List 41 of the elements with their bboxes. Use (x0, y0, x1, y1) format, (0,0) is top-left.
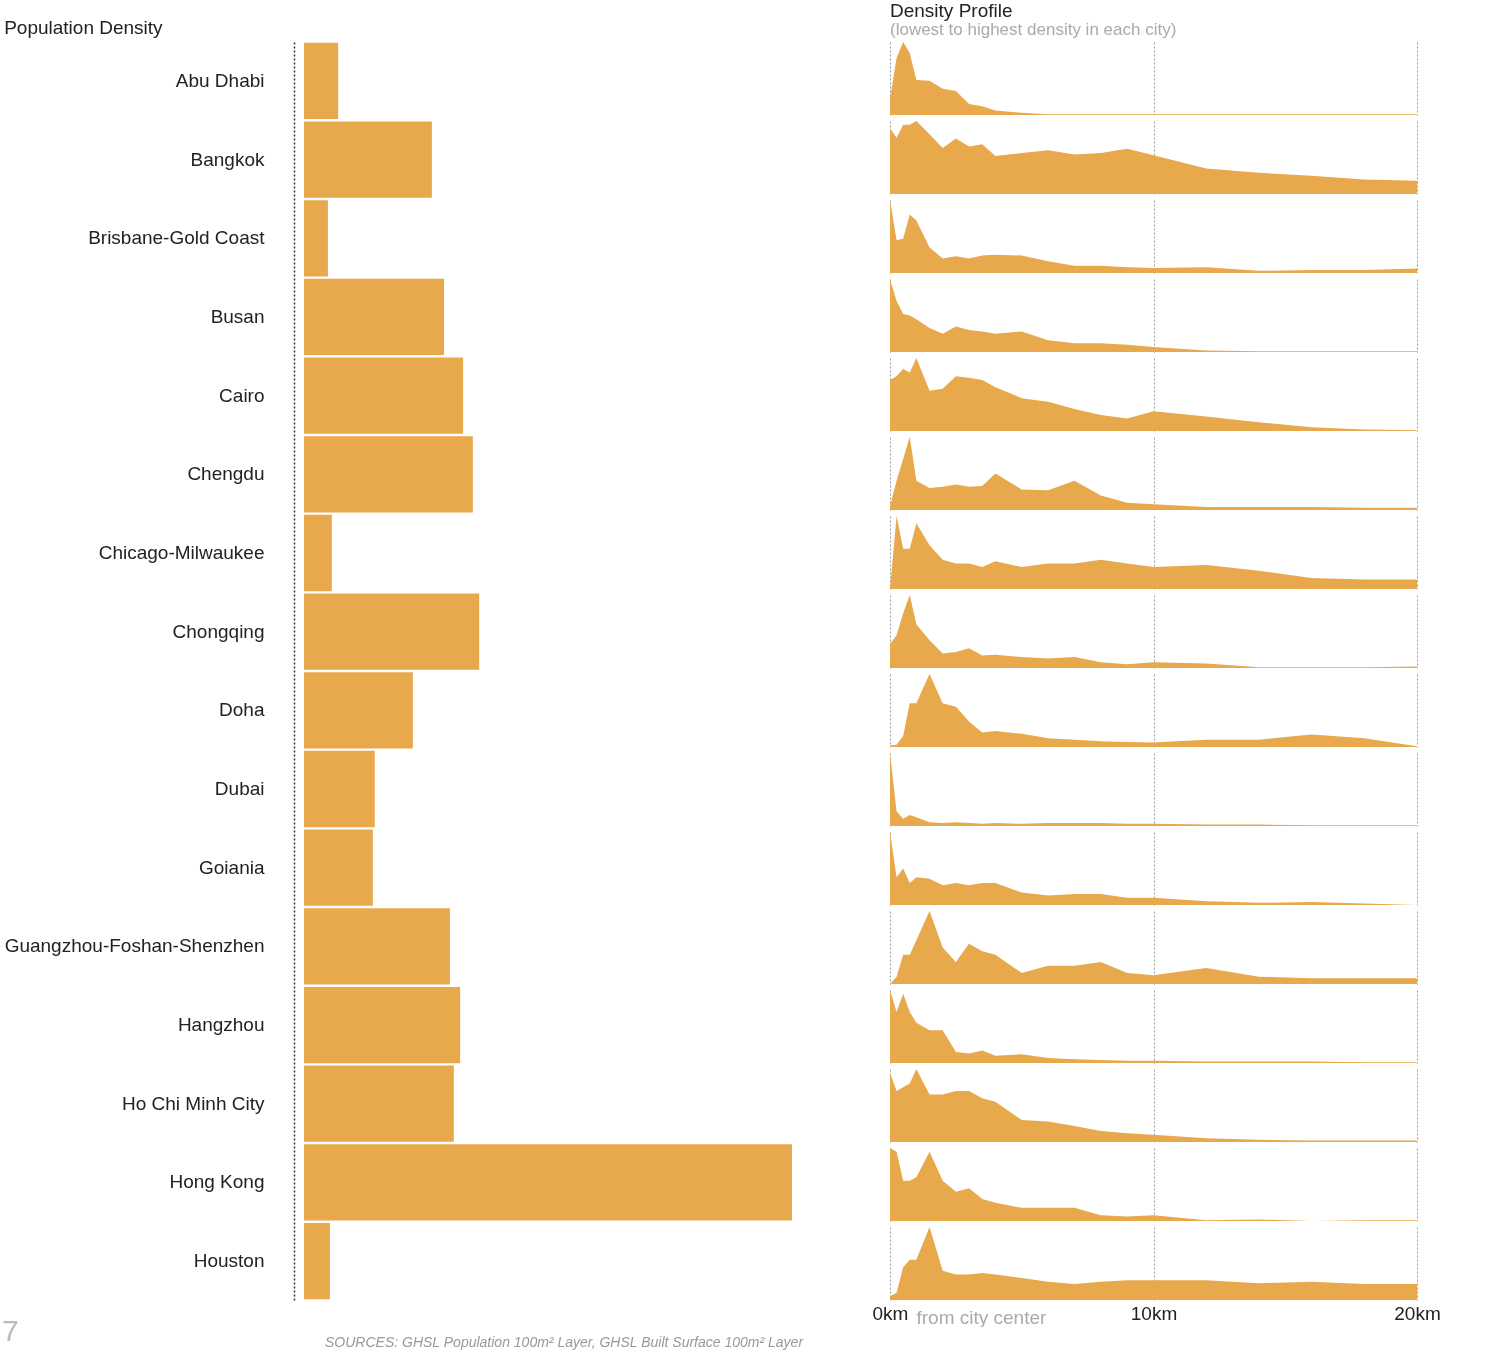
bar (304, 1144, 792, 1221)
bar (304, 121, 432, 198)
y-tick-label: Abu Dhabi (175, 69, 265, 91)
y-tick-label: Cairo (219, 384, 265, 406)
bar (304, 200, 328, 277)
bar (304, 908, 450, 985)
y-tick-label: Chengdu (187, 463, 265, 485)
bar (304, 514, 332, 592)
chart-title: Density Profile (890, 0, 1013, 21)
y-tick-label: Hangzhou (177, 1014, 265, 1036)
y-tick-label: Chongqing (172, 620, 265, 642)
x-axis-title: from city center (916, 1306, 1048, 1328)
y-tick-label: Hong Kong (169, 1171, 265, 1193)
y-tick-label: Guangzhou-Foshan-Shenzhen (4, 935, 265, 957)
source-note: SOURCES: GHSL Population 100m² Layer, GHSL Built Surface 100m² Layer (325, 1334, 804, 1350)
bar (304, 436, 473, 513)
y-tick-label: Chicago-Milwaukee (98, 541, 265, 563)
text: 7 (2, 1314, 19, 1348)
y-tick-label: Brisbane-Gold Coast (88, 227, 266, 249)
bar (304, 672, 413, 749)
y-tick-label: Doha (219, 699, 265, 721)
text: Population Density (4, 17, 164, 38)
bar (304, 42, 339, 120)
bar (304, 593, 480, 670)
bar (304, 750, 375, 828)
x-tick-label: 0km (872, 1302, 909, 1324)
x-tick-label: 10km (1130, 1302, 1178, 1324)
bar (304, 1222, 330, 1300)
y-tick-label: Ho Chi Minh City (121, 1092, 265, 1114)
bar (304, 986, 461, 1064)
bar (304, 829, 373, 906)
bar (304, 1065, 454, 1142)
chart-subtitle: (lowest to highest density in each city) (890, 20, 1177, 39)
y-tick-label: Busan (210, 305, 265, 327)
y-tick-label: Houston (193, 1250, 265, 1272)
y-tick-label: Goiania (199, 856, 265, 878)
y-tick-label: Dubai (214, 778, 265, 800)
y-tick-label: Bangkok (190, 148, 265, 170)
bar (304, 357, 464, 434)
x-tick-label: 20km (1394, 1302, 1441, 1324)
bar (304, 278, 445, 356)
